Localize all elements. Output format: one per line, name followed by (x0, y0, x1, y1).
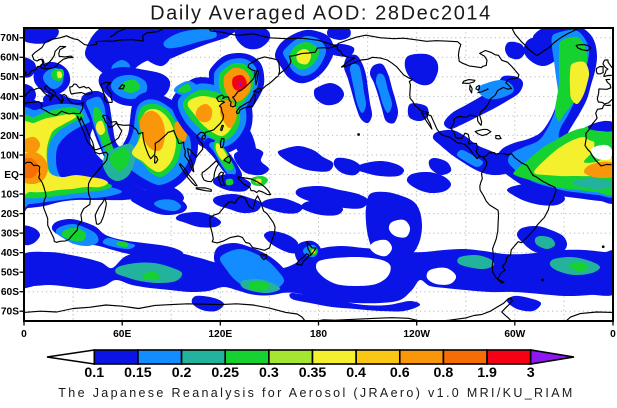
svg-text:0.25: 0.25 (211, 365, 239, 381)
svg-text:0.1: 0.1 (84, 365, 104, 381)
svg-text:10N: 10N (0, 150, 19, 161)
svg-text:20S: 20S (1, 209, 19, 220)
svg-text:0: 0 (21, 329, 27, 340)
svg-text:60N: 60N (0, 53, 19, 64)
svg-text:0.15: 0.15 (124, 365, 152, 381)
svg-text:10S: 10S (1, 189, 19, 200)
svg-text:EQ: EQ (4, 170, 19, 181)
svg-text:0.8: 0.8 (434, 365, 454, 381)
svg-text:40S: 40S (1, 248, 19, 259)
svg-text:0.2: 0.2 (172, 365, 192, 381)
svg-text:120W: 120W (403, 329, 430, 340)
svg-text:50S: 50S (1, 268, 19, 279)
svg-text:60S: 60S (1, 287, 19, 298)
svg-text:0.4: 0.4 (346, 365, 366, 381)
svg-text:180: 180 (310, 329, 327, 340)
svg-text:30N: 30N (0, 111, 19, 122)
svg-text:0: 0 (610, 329, 616, 340)
svg-text:0.35: 0.35 (299, 365, 327, 381)
svg-text:30S: 30S (1, 229, 19, 240)
svg-text:120E: 120E (208, 329, 232, 340)
svg-text:0.3: 0.3 (259, 365, 279, 381)
svg-text:1.9: 1.9 (477, 365, 497, 381)
svg-text:70S: 70S (1, 307, 19, 318)
svg-text:0.6: 0.6 (390, 365, 410, 381)
svg-text:70N: 70N (0, 33, 19, 44)
svg-text:3: 3 (527, 365, 535, 381)
svg-text:60W: 60W (504, 329, 525, 340)
svg-text:The Japanese Reanalysis for Ae: The Japanese Reanalysis for Aerosol (JRA… (58, 386, 574, 400)
svg-text:Daily Averaged AOD: 28Dec2014: Daily Averaged AOD: 28Dec2014 (150, 3, 492, 25)
svg-text:60E: 60E (113, 329, 131, 340)
svg-text:40N: 40N (0, 92, 19, 103)
svg-text:20N: 20N (0, 131, 19, 142)
svg-text:50N: 50N (0, 72, 19, 83)
